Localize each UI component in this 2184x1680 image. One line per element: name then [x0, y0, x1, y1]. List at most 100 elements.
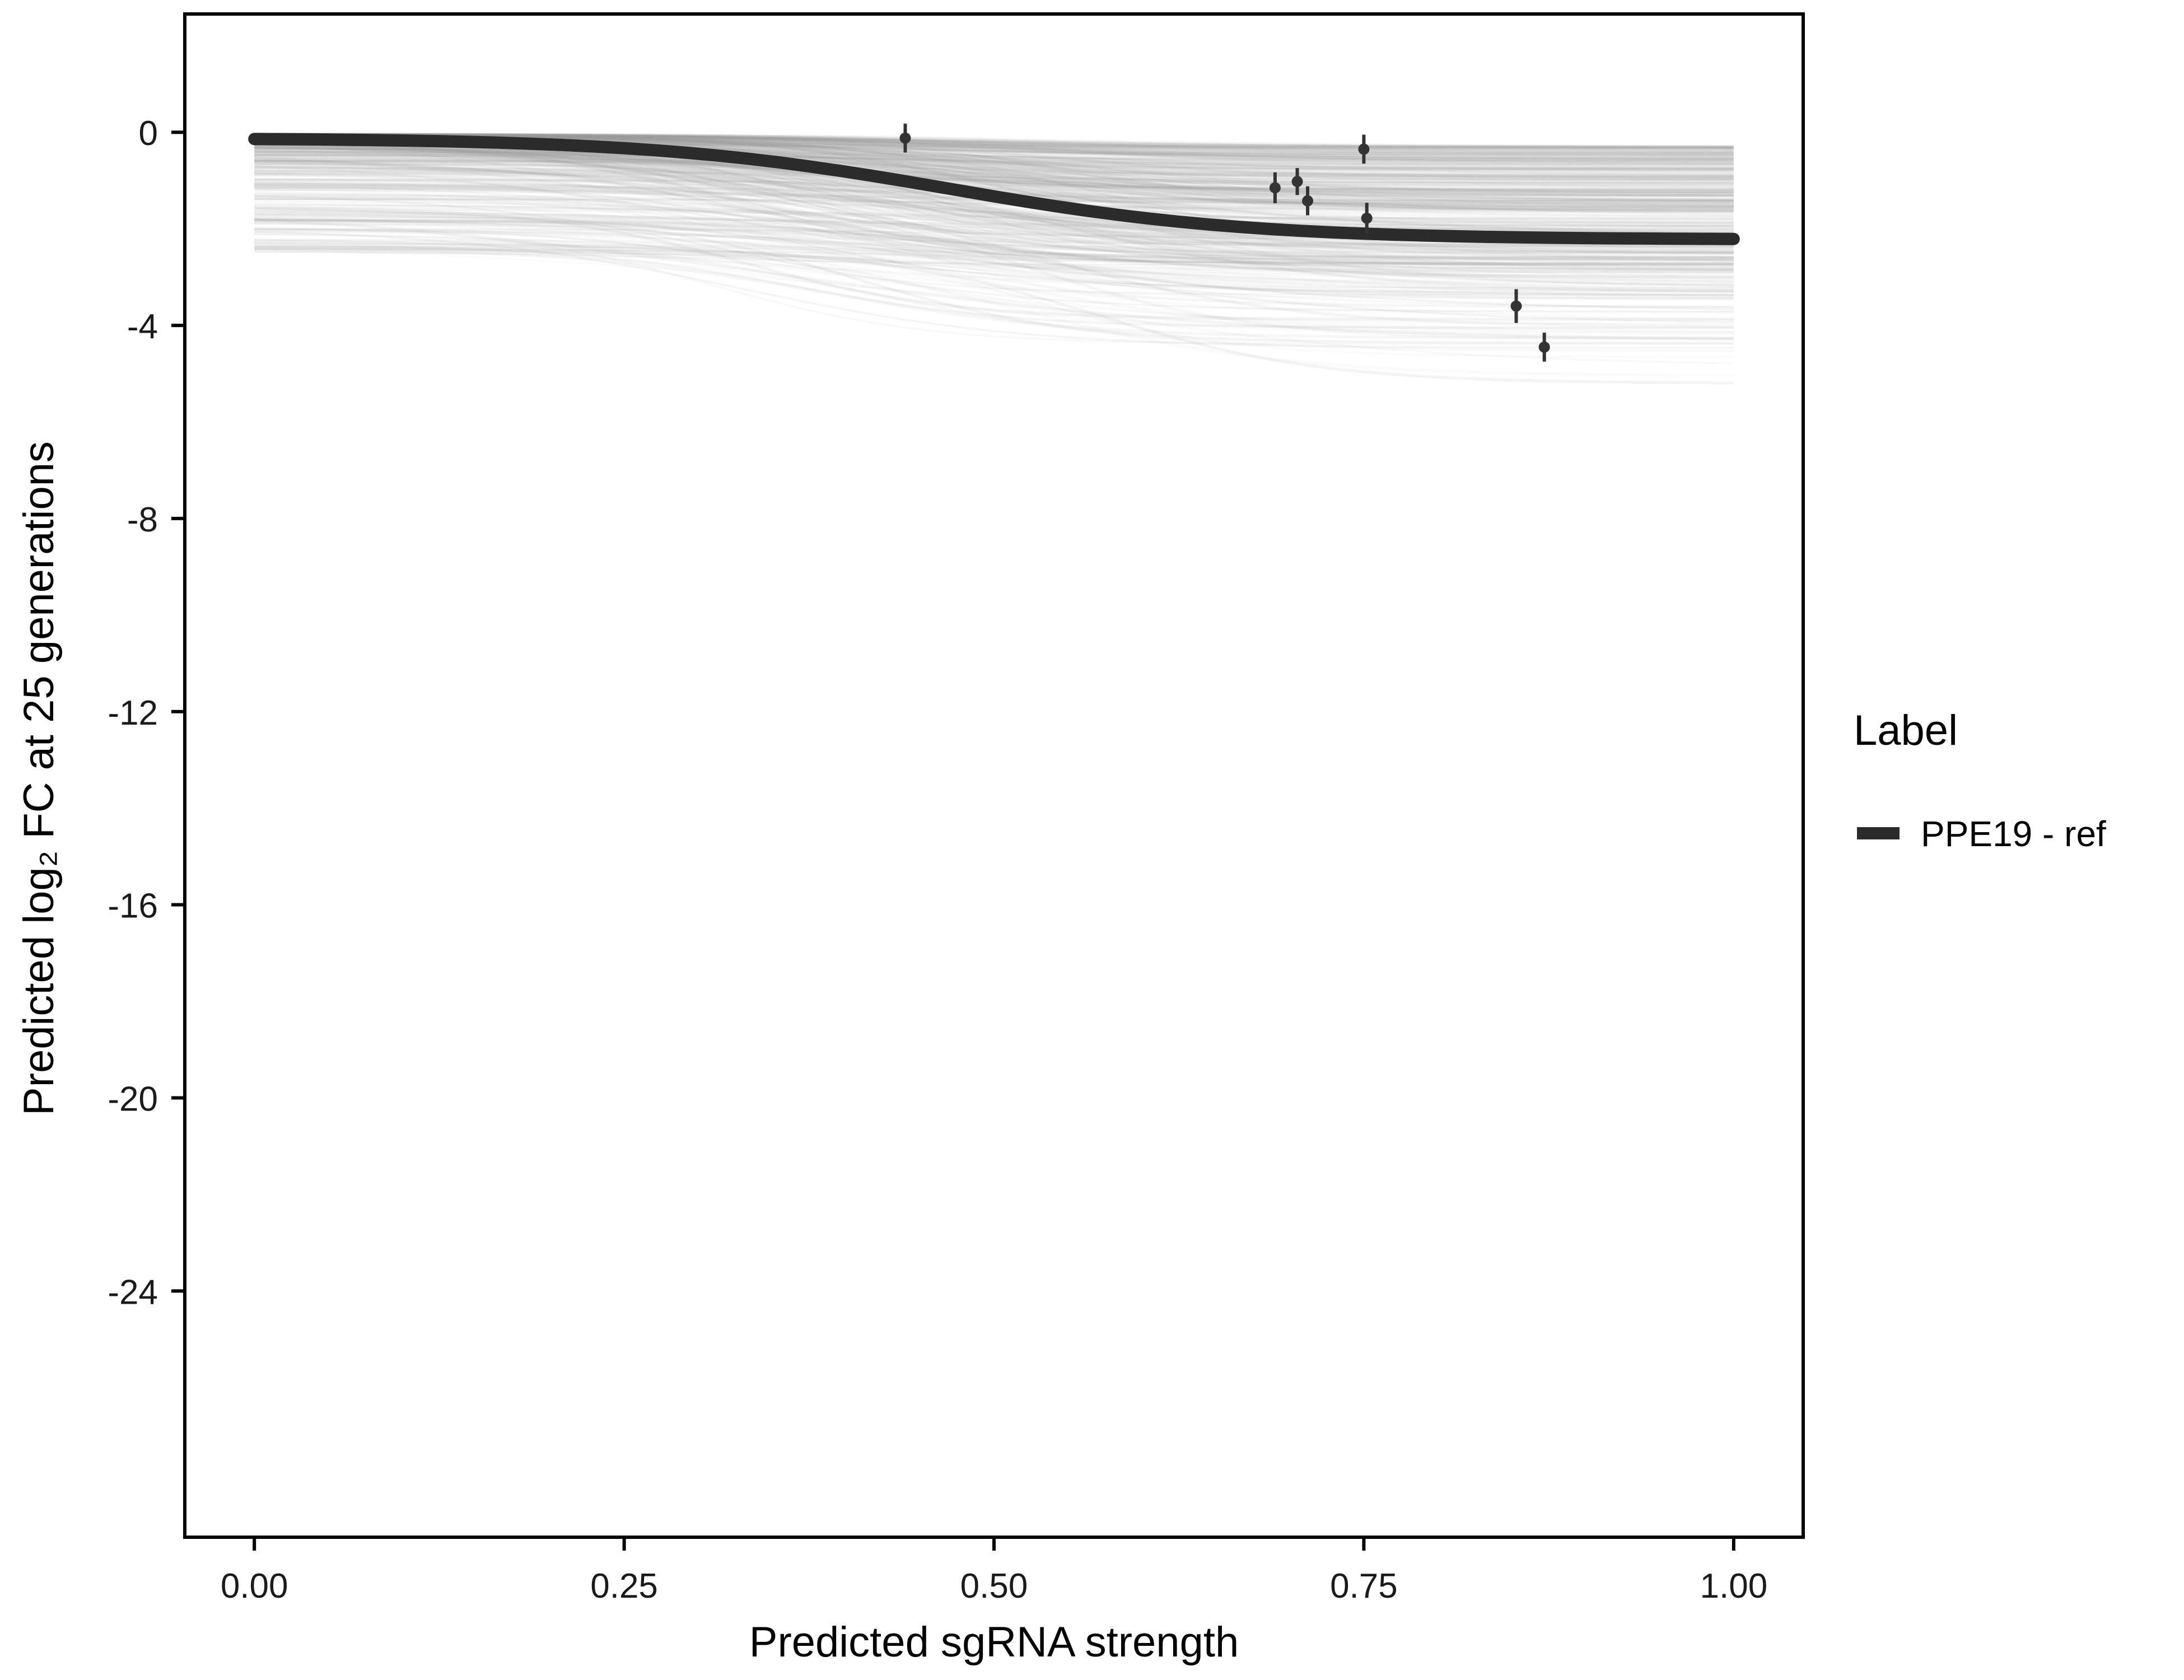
ensemble-curve: [254, 133, 1734, 150]
ensemble-curve: [254, 191, 1734, 281]
ensemble-curve: [254, 162, 1734, 178]
ensemble-curve: [254, 137, 1734, 230]
ensemble-curve: [254, 206, 1734, 321]
x-axis-title: Predicted sgRNA strength: [749, 1618, 1239, 1666]
ensemble-curve: [254, 133, 1734, 212]
ensemble-curve: [254, 150, 1734, 255]
ensemble-curve: [254, 181, 1734, 262]
ensemble-curve: [254, 158, 1734, 202]
ensemble-curve: [254, 196, 1734, 340]
ensemble-curve: [254, 134, 1734, 169]
ensemble-curve: [254, 239, 1734, 377]
ensemble-curve: [254, 167, 1734, 184]
ensemble-curve: [254, 195, 1734, 312]
ensemble-curve: [254, 148, 1734, 180]
ensemble-curve: [254, 239, 1734, 365]
ensemble-curve: [254, 153, 1734, 178]
y-tick-label: -24: [108, 1273, 158, 1312]
ensemble-curve: [254, 159, 1734, 180]
ensemble-curve: [254, 159, 1734, 177]
ensemble-curve: [254, 154, 1734, 180]
ensemble-curve: [254, 249, 1734, 308]
ensemble-curve: [254, 138, 1734, 192]
ensemble-curve: [254, 133, 1734, 150]
ensemble-curve: [254, 218, 1734, 262]
ensemble-curve: [254, 244, 1734, 260]
ensemble-curve: [254, 149, 1734, 255]
ensemble-curve: [254, 172, 1734, 254]
data-point: [1361, 212, 1373, 224]
ensemble-curve: [254, 169, 1734, 283]
ensemble-curve: [254, 233, 1734, 296]
ensemble-curve: [254, 133, 1734, 221]
ensemble-curve: [254, 219, 1734, 301]
ensemble-curve: [254, 248, 1734, 265]
ensemble-curve: [254, 153, 1734, 171]
ensemble-curve: [254, 207, 1734, 311]
data-point: [1510, 300, 1522, 312]
background-curve-ensemble: [254, 132, 1734, 385]
ensemble-curve: [254, 147, 1734, 184]
ensemble-curve: [254, 242, 1734, 262]
ensemble-curve: [254, 141, 1734, 258]
ensemble-curve: [254, 218, 1734, 249]
ensemble-curve: [254, 158, 1734, 191]
y-tick-label: -8: [127, 501, 158, 539]
ensemble-curve: [254, 158, 1734, 195]
ensemble-curve: [254, 138, 1734, 270]
ensemble-curve: [254, 165, 1734, 293]
ensemble-curve: [254, 185, 1734, 328]
ensemble-curve: [254, 139, 1734, 271]
ensemble-curve: [254, 207, 1734, 225]
ensemble-curve: [254, 222, 1734, 308]
ensemble-curve: [254, 198, 1734, 289]
ensemble-curve: [254, 133, 1734, 161]
ensemble-curve: [254, 218, 1734, 269]
ensemble-curve: [254, 231, 1734, 349]
ensemble-curve: [254, 133, 1734, 148]
ensemble-curve: [254, 222, 1734, 255]
data-point: [1358, 143, 1370, 155]
ensemble-curve: [254, 133, 1734, 151]
data-points-layer: [899, 123, 1550, 362]
ensemble-curve: [254, 180, 1734, 251]
ensemble-curve: [254, 244, 1734, 329]
ensemble-curve: [254, 134, 1734, 148]
ensemble-curve: [254, 213, 1734, 344]
ensemble-curve: [254, 146, 1734, 194]
ensemble-curve: [254, 223, 1734, 272]
ensemble-curve: [254, 167, 1734, 190]
ensemble-curve: [254, 187, 1734, 227]
ensemble-curve: [254, 134, 1734, 160]
ensemble-curve: [254, 246, 1734, 340]
ensemble-curve: [254, 157, 1734, 197]
ensemble-curve: [254, 132, 1734, 150]
ensemble-curve: [254, 133, 1734, 155]
ensemble-curve: [254, 133, 1734, 148]
ensemble-curve: [254, 133, 1734, 155]
ensemble-curve: [254, 184, 1734, 279]
ensemble-curve: [254, 133, 1734, 270]
ensemble-curve: [254, 186, 1734, 322]
ensemble-curve: [254, 158, 1734, 178]
ensemble-curve: [254, 153, 1734, 169]
ensemble-curve: [254, 158, 1734, 174]
ensemble-curve: [254, 136, 1734, 265]
ensemble-curve: [254, 198, 1734, 214]
ensemble-curve: [254, 179, 1734, 206]
ensemble-curve: [254, 226, 1734, 346]
ensemble-curve: [254, 178, 1734, 287]
ensemble-curve: [254, 160, 1734, 235]
x-tick-label: 0.50: [960, 1567, 1028, 1606]
data-point: [1538, 341, 1550, 353]
ensemble-curve: [254, 150, 1734, 165]
ensemble-curve: [254, 147, 1734, 259]
ensemble-curve: [254, 133, 1734, 149]
ensemble-curve: [254, 144, 1734, 228]
ensemble-curve: [254, 178, 1734, 194]
ensemble-curve: [254, 133, 1734, 210]
y-axis-title: Predicted log₂ FC at 25 generations: [15, 441, 63, 1116]
ensemble-curve: [254, 212, 1734, 300]
ensemble-curve: [254, 240, 1734, 259]
